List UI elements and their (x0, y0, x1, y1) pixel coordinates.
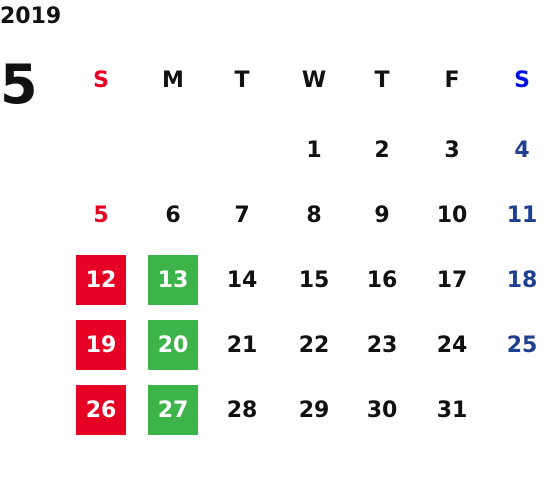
year: 2019 (0, 4, 62, 29)
day: 31 (436, 397, 468, 423)
month: 5 (0, 53, 38, 116)
highlighted-day: 12 (76, 255, 126, 305)
day: 22 (298, 332, 330, 358)
day: 28 (226, 397, 258, 423)
weekday-label: T (374, 67, 390, 93)
weekday-label: S (93, 67, 109, 93)
highlighted-day: 20 (148, 320, 198, 370)
day: 4 (514, 137, 530, 163)
weekday-label: S (514, 67, 530, 93)
highlighted-day: 19 (76, 320, 126, 370)
day: 17 (436, 267, 468, 293)
weekday-label: F (444, 67, 460, 93)
day: 14 (226, 267, 258, 293)
day: 30 (366, 397, 398, 423)
day: 2 (374, 137, 390, 163)
day: 29 (298, 397, 330, 423)
day: 16 (366, 267, 398, 293)
day: 6 (165, 202, 181, 228)
day: 11 (506, 202, 538, 228)
day: 7 (234, 202, 250, 228)
day: 10 (436, 202, 468, 228)
weekday-label: T (234, 67, 250, 93)
day: 21 (226, 332, 258, 358)
day: 5 (93, 202, 109, 228)
highlighted-day: 26 (76, 385, 126, 435)
day: 15 (298, 267, 330, 293)
day: 9 (374, 202, 390, 228)
day: 3 (444, 137, 460, 163)
highlighted-day: 13 (148, 255, 198, 305)
weekday-label: W (301, 67, 327, 93)
day: 8 (306, 202, 322, 228)
day: 25 (506, 332, 538, 358)
day: 23 (366, 332, 398, 358)
highlighted-day: 27 (148, 385, 198, 435)
day: 1 (306, 137, 322, 163)
day: 18 (506, 267, 538, 293)
weekday-label: M (162, 67, 184, 93)
day: 24 (436, 332, 468, 358)
